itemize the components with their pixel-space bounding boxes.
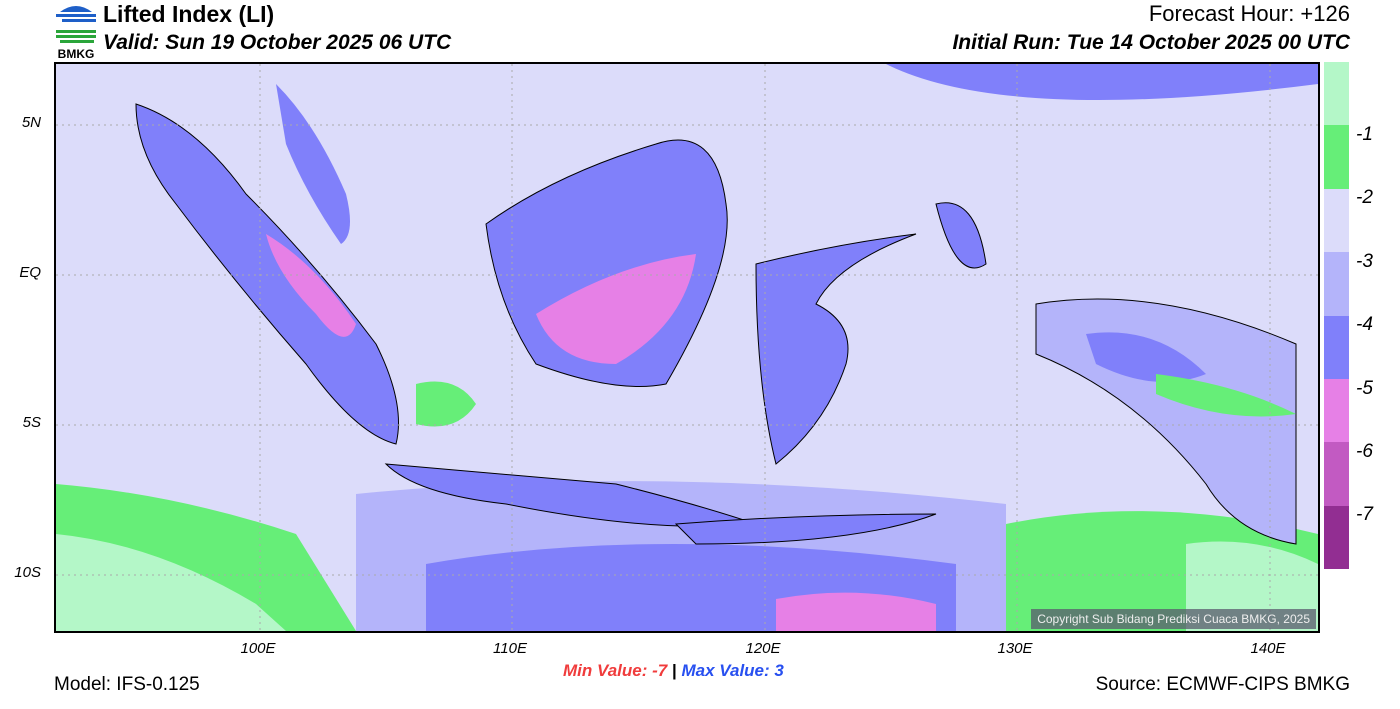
sulawesi: [755, 233, 917, 465]
halmahera: [935, 202, 987, 269]
max-value: 3: [774, 661, 784, 680]
svg-text:BMKG: BMKG: [58, 47, 95, 60]
forecast-hour: Forecast Hour: +126: [1148, 1, 1350, 26]
model-name: Model: IFS-0.125: [54, 674, 200, 695]
colorbar-label: -3: [1356, 251, 1373, 272]
colorbar: [1324, 62, 1349, 633]
lon-label: 100E: [240, 640, 276, 657]
lon-label: 120E: [745, 640, 781, 657]
data-source: Source: ECMWF-CIPS BMKG: [1095, 674, 1350, 695]
colorbar-swatch: [1324, 188, 1349, 253]
min-value: -7: [652, 661, 668, 680]
lat-label: EQ: [19, 264, 41, 281]
colorbar-label: -7: [1356, 504, 1373, 525]
min-label: Min Value:: [563, 661, 648, 680]
colorbar-swatch: [1324, 125, 1349, 189]
colorbar-swatch: [1324, 378, 1349, 443]
lon-label: 130E: [997, 640, 1033, 657]
colorbar-swatch: [1324, 505, 1349, 570]
copyright-notice: Copyright Sub Bidang Prediksi Cuaca BMKG…: [1031, 609, 1316, 629]
min-max-values: Min Value: -7 | Max Value: 3: [563, 661, 784, 681]
colorbar-label: -2: [1356, 187, 1373, 208]
nusa-tenggara: [674, 513, 937, 545]
lat-label: 5N: [21, 114, 41, 131]
colorbar-label: -1: [1356, 124, 1373, 145]
colorbar-swatch: [1324, 315, 1349, 379]
initial-run: Initial Run: Tue 14 October 2025 00 UTC: [952, 31, 1350, 54]
map-title: Lifted Index (LI): [103, 1, 275, 27]
sumatra: [135, 103, 399, 445]
colorbar-swatch: [1324, 252, 1349, 316]
lifted-index-map: Copyright Sub Bidang Prediksi Cuaca BMKG…: [54, 62, 1320, 633]
lon-label: 140E: [1250, 640, 1286, 657]
colorbar-swatch: [1324, 62, 1349, 126]
bmkg-logo: BMKG: [56, 6, 96, 60]
lat-label: 10S: [14, 564, 41, 581]
colorbar-swatch: [1324, 442, 1349, 506]
separator: |: [671, 661, 677, 680]
lon-label: 110E: [493, 640, 527, 657]
max-label: Max Value:: [681, 661, 770, 680]
colorbar-label: -5: [1356, 378, 1373, 399]
malay-peninsula: [276, 84, 350, 244]
colorbar-label: -4: [1356, 314, 1373, 335]
valid-time: Valid: Sun 19 October 2025 06 UTC: [103, 31, 452, 54]
colorbar-label: -6: [1356, 441, 1373, 462]
lat-label: 5S: [22, 414, 41, 431]
